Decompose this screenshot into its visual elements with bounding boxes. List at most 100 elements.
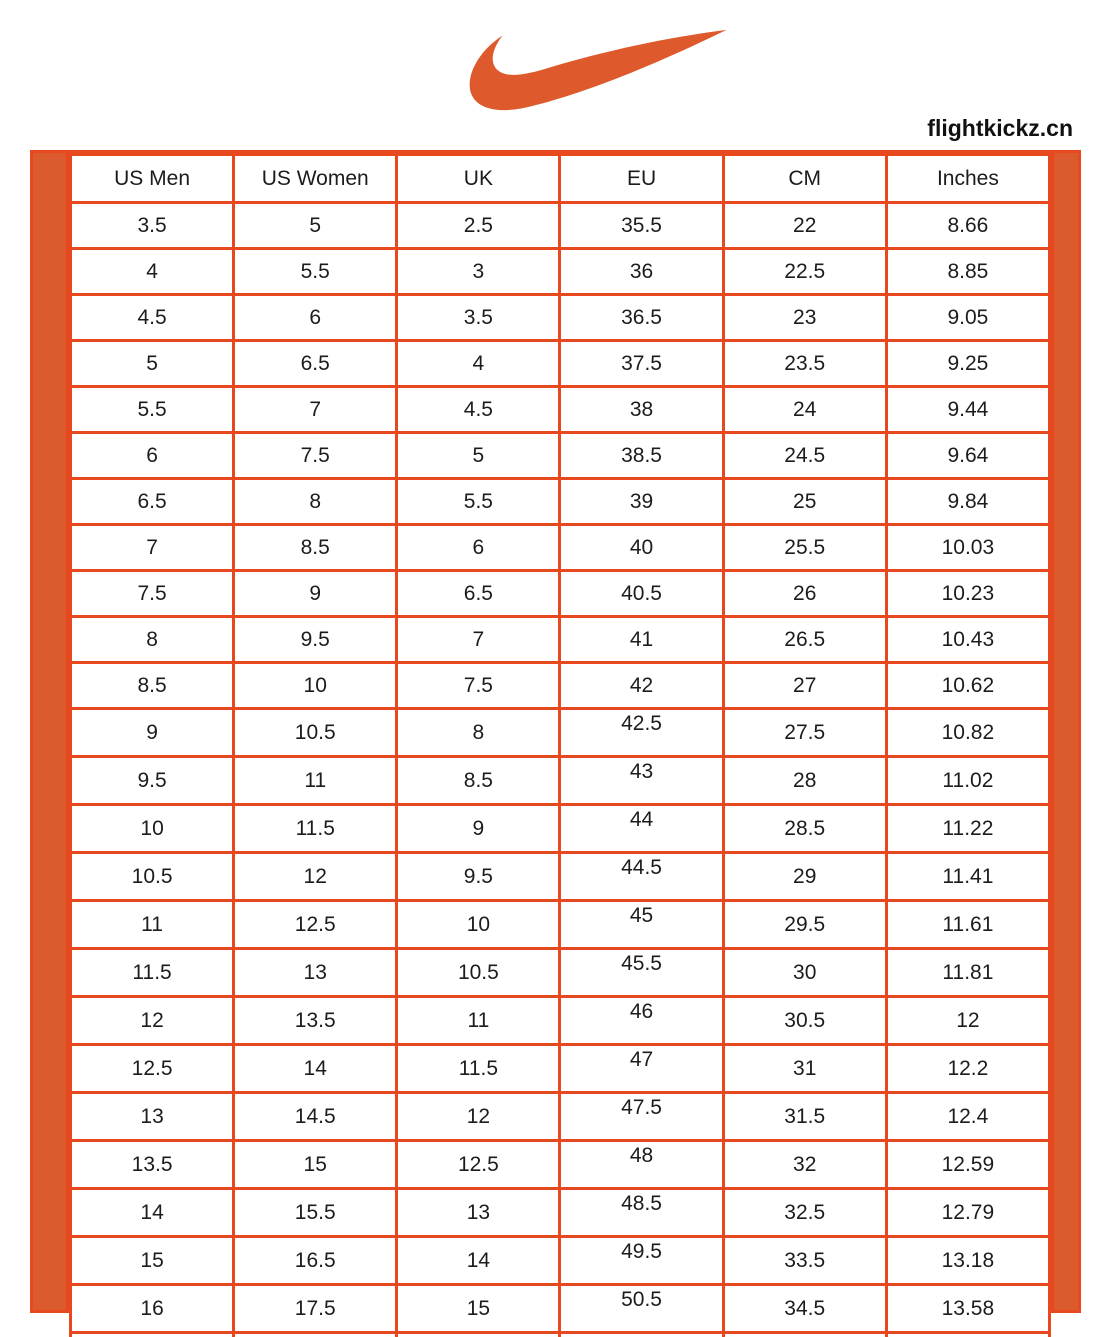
cell-us-men: 16 bbox=[68, 1283, 236, 1334]
cell-eu: 36 bbox=[558, 247, 725, 296]
cell-cm: 22 bbox=[721, 201, 888, 250]
table-row: 13 14.5 12 47.5 31.5 12.4 bbox=[68, 1091, 1052, 1142]
size-table-frame: US Men US Women UK EU CM Inches 3.5 5 2.5 3… bbox=[30, 150, 1081, 1337]
cell-inches: 10.43 bbox=[884, 615, 1052, 664]
cell-us-women: 8.5 bbox=[232, 523, 399, 572]
table-row: 6 7.5 5 38.5 24.5 9.64 bbox=[68, 431, 1052, 480]
cell-cm: 24 bbox=[721, 385, 888, 434]
cell-inches: 8.85 bbox=[884, 247, 1052, 296]
cell-us-men: 7 bbox=[68, 523, 236, 572]
cell-us-men: 8.5 bbox=[68, 661, 236, 710]
table-row: 5.5 7 4.5 38 24 9.44 bbox=[68, 385, 1052, 434]
cell-inches: 12 bbox=[884, 995, 1052, 1046]
cell-us-men: 10.5 bbox=[68, 851, 236, 902]
size-table-header: US Men US Women UK EU CM Inches bbox=[68, 153, 1052, 204]
table-row: 5 6.5 4 37.5 23.5 9.25 bbox=[68, 339, 1052, 388]
cell-inches: 11.02 bbox=[884, 755, 1052, 806]
cell-uk: 8 bbox=[395, 707, 562, 758]
cell-inches: 11.41 bbox=[884, 851, 1052, 902]
cell-uk: 11.5 bbox=[395, 1043, 562, 1094]
cell-uk: 6.5 bbox=[395, 569, 562, 618]
cell-cm: 26 bbox=[721, 569, 888, 618]
cell-us-women: 16.5 bbox=[232, 1235, 399, 1286]
cell-uk: 9 bbox=[395, 803, 562, 854]
cell-inches: 12.2 bbox=[884, 1043, 1052, 1094]
cell-eu: 47 bbox=[558, 1043, 725, 1094]
cell-eu: 45 bbox=[558, 899, 725, 950]
table-row: 9.5 11 8.5 43 28 11.02 bbox=[68, 755, 1052, 806]
cell-inches: 12.59 bbox=[884, 1139, 1052, 1190]
table-row: 8.5 10 7.5 42 27 10.62 bbox=[68, 661, 1052, 710]
cell-us-men: 15 bbox=[68, 1235, 236, 1286]
cell-us-women: 11.5 bbox=[232, 803, 399, 854]
cell-uk: 3 bbox=[395, 247, 562, 296]
cell-uk: 8.5 bbox=[395, 755, 562, 806]
cell-us-men: 17 bbox=[68, 1331, 236, 1337]
cell-us-women: 13.5 bbox=[232, 995, 399, 1046]
cell-us-women: 9.5 bbox=[232, 615, 399, 664]
cell-us-women: 14 bbox=[232, 1043, 399, 1094]
cell-us-men: 3.5 bbox=[68, 201, 236, 250]
cell-eu: 41 bbox=[558, 615, 725, 664]
cell-uk: 10 bbox=[395, 899, 562, 950]
column-header-uk: UK bbox=[395, 153, 562, 204]
cell-us-women: 12 bbox=[232, 851, 399, 902]
table-row: 3.5 5 2.5 35.5 22 8.66 bbox=[68, 201, 1052, 250]
cell-inches: 11.81 bbox=[884, 947, 1052, 998]
cell-uk: 9.5 bbox=[395, 851, 562, 902]
cell-inches: 9.44 bbox=[884, 385, 1052, 434]
cell-cm: 31.5 bbox=[721, 1091, 888, 1142]
cell-cm: 26.5 bbox=[721, 615, 888, 664]
cell-uk: 12 bbox=[395, 1091, 562, 1142]
cell-us-women: 18.5 bbox=[232, 1331, 399, 1337]
table-row: 13.5 15 12.5 48 32 12.59 bbox=[68, 1139, 1052, 1190]
column-header-eu: EU bbox=[558, 153, 725, 204]
cell-us-men: 11 bbox=[68, 899, 236, 950]
cell-eu: 40 bbox=[558, 523, 725, 572]
cell-us-men: 13 bbox=[68, 1091, 236, 1142]
cell-us-men: 7.5 bbox=[68, 569, 236, 618]
cell-cm: 22.5 bbox=[721, 247, 888, 296]
cell-us-women: 8 bbox=[232, 477, 399, 526]
cell-inches: 11.61 bbox=[884, 899, 1052, 950]
cell-us-women: 12.5 bbox=[232, 899, 399, 950]
table-row: 10.5 12 9.5 44.5 29 11.41 bbox=[68, 851, 1052, 902]
cell-uk: 12.5 bbox=[395, 1139, 562, 1190]
cell-us-men: 10 bbox=[68, 803, 236, 854]
cell-inches: 10.62 bbox=[884, 661, 1052, 710]
cell-cm: 34.5 bbox=[721, 1283, 888, 1334]
cell-us-women: 14.5 bbox=[232, 1091, 399, 1142]
cell-eu: 38.5 bbox=[558, 431, 725, 480]
cell-cm: 28 bbox=[721, 755, 888, 806]
table-row: 7 8.5 6 40 25.5 10.03 bbox=[68, 523, 1052, 572]
cell-cm: 27 bbox=[721, 661, 888, 710]
cell-inches: 9.64 bbox=[884, 431, 1052, 480]
cell-us-women: 9 bbox=[232, 569, 399, 618]
header-row: US Men US Women UK EU CM Inches bbox=[68, 153, 1052, 204]
cell-eu: 49.5 bbox=[558, 1235, 725, 1286]
cell-eu: 37.5 bbox=[558, 339, 725, 388]
cell-cm: 31 bbox=[721, 1043, 888, 1094]
cell-us-men: 13.5 bbox=[68, 1139, 236, 1190]
cell-us-men: 6.5 bbox=[68, 477, 236, 526]
table-row: 8 9.5 7 41 26.5 10.43 bbox=[68, 615, 1052, 664]
cell-eu: 51.5 bbox=[558, 1331, 725, 1337]
table-row: 9 10.5 8 42.5 27.5 10.82 bbox=[68, 707, 1052, 758]
cell-uk: 7.5 bbox=[395, 661, 562, 710]
cell-eu: 38 bbox=[558, 385, 725, 434]
cell-uk: 2.5 bbox=[395, 201, 562, 250]
cell-us-men: 4.5 bbox=[68, 293, 236, 342]
cell-eu: 48.5 bbox=[558, 1187, 725, 1238]
cell-eu: 40.5 bbox=[558, 569, 725, 618]
size-table-body: 3.5 5 2.5 35.5 22 8.66 4 5.5 3 36 22.5 8.85 4.5 6 3.5 3… bbox=[68, 201, 1052, 1337]
cell-cm: 30.5 bbox=[721, 995, 888, 1046]
cell-inches: 13.58 bbox=[884, 1283, 1052, 1334]
cell-us-men: 14 bbox=[68, 1187, 236, 1238]
cell-us-women: 7.5 bbox=[232, 431, 399, 480]
table-row: 4 5.5 3 36 22.5 8.85 bbox=[68, 247, 1052, 296]
cell-uk: 6 bbox=[395, 523, 562, 572]
cell-eu: 46 bbox=[558, 995, 725, 1046]
cell-uk: 5 bbox=[395, 431, 562, 480]
cell-uk: 10.5 bbox=[395, 947, 562, 998]
cell-eu: 35.5 bbox=[558, 201, 725, 250]
